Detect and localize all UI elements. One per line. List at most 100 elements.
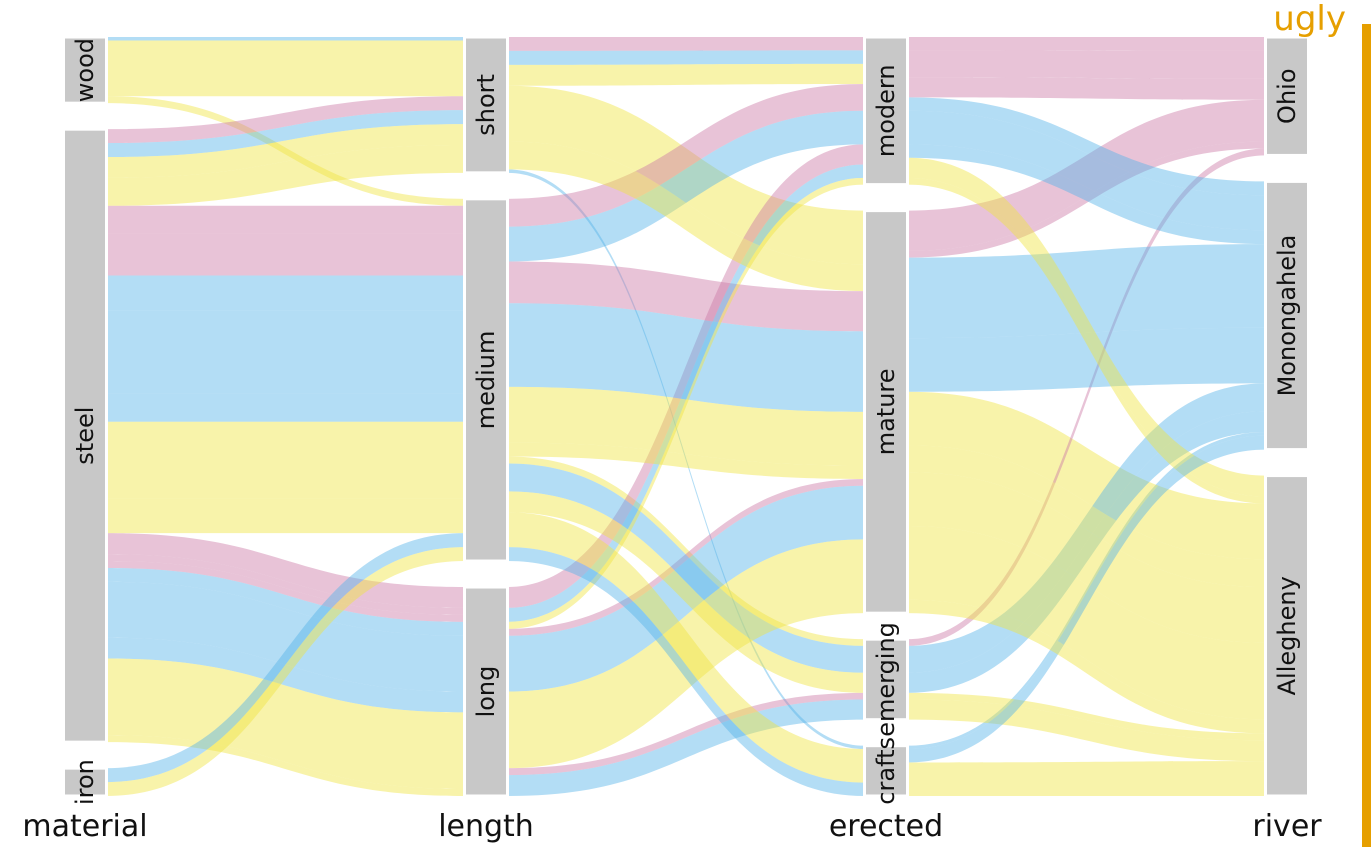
flow-erected-to-river-10 [907, 110, 1266, 231]
stratum-label-wood: wood [71, 38, 99, 102]
flow-length-to-erected-1 [507, 456, 865, 646]
flow-length-to-erected-19 [507, 491, 865, 693]
flow-material-to-length-14 [106, 581, 465, 692]
stratum-length-medium [463, 197, 509, 563]
flow-material-to-length-8 [106, 561, 465, 622]
flow-material-to-length-12 [106, 393, 465, 422]
stratum-label-steel: steel [71, 407, 99, 465]
axis-label-material: material [22, 809, 147, 844]
flow-material-to-length-22 [106, 735, 465, 796]
axis-label-length: length [438, 809, 534, 844]
flow-erected-to-river-14 [907, 327, 1266, 392]
flows-layer [106, 37, 1266, 796]
stratum-label-short: short [472, 74, 500, 136]
flow-length-to-erected-20 [507, 512, 865, 783]
flow-erected-to-river-16 [907, 157, 1266, 497]
stratum-label-long: long [472, 666, 500, 718]
flow-material-to-length-9 [106, 110, 465, 158]
stratum-river-monongahela [1264, 179, 1310, 452]
flow-material-to-length-23 [106, 533, 465, 783]
flow-length-to-erected-3 [507, 37, 865, 51]
plot-tag: ugly [1273, 0, 1346, 39]
flow-erected-to-river-24 [907, 599, 1266, 734]
flow-erected-to-river-7 [907, 141, 1266, 258]
flow-erected-to-river-4 [907, 50, 1266, 79]
flow-erected-to-river-12 [907, 383, 1266, 673]
flow-erected-to-river-20 [907, 761, 1266, 796]
flow-erected-to-river-18 [907, 472, 1266, 643]
accent-bar [1362, 24, 1371, 847]
flow-length-to-erected-14 [507, 485, 865, 692]
flow-material-to-length-20 [106, 498, 465, 534]
flow-material-to-length-6 [106, 533, 465, 608]
flow-length-to-erected-6 [507, 144, 865, 608]
stratum-erected-emerging [863, 637, 909, 722]
stratum-label-ohio: Ohio [1273, 68, 1301, 123]
flow-erected-to-river-23 [907, 435, 1266, 763]
flow-erected-to-river-3 [907, 37, 1266, 51]
flow-erected-to-river-21 [907, 525, 1266, 720]
flow-length-to-erected-15 [507, 699, 865, 796]
stratum-length-long [463, 585, 509, 798]
flow-erected-to-river-0 [907, 432, 1266, 750]
stratum-material-iron [62, 766, 108, 798]
flow-material-to-length-2 [106, 40, 465, 97]
axis-label-river: river [1252, 809, 1322, 844]
flow-length-to-erected-7 [507, 478, 865, 636]
flow-length-to-erected-24 [507, 442, 865, 479]
stratum-label-modern: modern [872, 64, 900, 157]
flow-length-to-erected-9 [507, 50, 865, 65]
flow-erected-to-river-9 [907, 97, 1266, 196]
flow-material-to-length-0 [106, 37, 465, 41]
flow-material-to-length-18 [106, 421, 465, 478]
flow-length-to-erected-13 [507, 164, 865, 622]
stratum-erected-modern [863, 35, 909, 187]
stratum-river-ohio [1264, 35, 1310, 157]
flow-length-to-erected-4 [507, 83, 865, 227]
flow-erected-to-river-17 [907, 445, 1266, 588]
flow-length-to-erected-8 [507, 692, 865, 776]
flow-material-to-length-4 [106, 205, 465, 234]
flow-length-to-erected-11 [507, 303, 865, 412]
flow-material-to-length-17 [106, 144, 465, 206]
flow-material-to-length-21 [106, 658, 465, 790]
stratum-erected-mature [863, 209, 909, 615]
flow-erected-to-river-22 [907, 177, 1266, 504]
stratum-label-allegheny: Allegheny [1273, 576, 1301, 695]
strata-layer: wood steel iron short medium long modern mature… [62, 35, 1310, 805]
flow-erected-to-river-6 [907, 77, 1266, 100]
flow-erected-to-river-13 [907, 144, 1266, 245]
flow-erected-to-river-2 [907, 391, 1266, 560]
flow-erected-to-river-11 [907, 244, 1266, 339]
stratum-length-short [463, 35, 509, 175]
stratum-erected-crafts [863, 744, 909, 798]
flow-material-to-length-15 [106, 637, 465, 713]
flow-material-to-length-5 [106, 233, 465, 276]
stratum-material-steel [62, 127, 108, 744]
flow-erected-to-river-15 [907, 411, 1266, 693]
flow-length-to-erected-2 [507, 85, 865, 265]
flow-length-to-erected-22 [507, 177, 865, 629]
flow-length-to-erected-23 [507, 547, 865, 796]
flow-length-to-erected-17 [507, 141, 865, 292]
flow-length-to-erected-10 [507, 110, 865, 262]
flow-material-to-length-19 [106, 477, 465, 499]
flow-length-to-erected-18 [507, 386, 865, 466]
flow-material-to-length-24 [106, 547, 465, 796]
flow-length-to-erected-21 [507, 539, 865, 769]
flow-length-to-erected-0 [507, 169, 865, 750]
stratum-label-iron: iron [71, 759, 99, 805]
axis-labels-layer: material length erected river [22, 809, 1322, 844]
stratum-label-mature: mature [872, 368, 900, 455]
flow-erected-to-river-19 [907, 699, 1266, 762]
flow-erected-to-river-5 [907, 99, 1266, 251]
stratum-label-medium: medium [472, 331, 500, 430]
axis-label-erected: erected [829, 809, 943, 844]
stratum-label-monongahela: Monongahela [1273, 235, 1301, 397]
flow-erected-to-river-8 [907, 148, 1266, 646]
flow-length-to-erected-12 [507, 463, 865, 673]
flow-erected-to-river-1 [907, 692, 1266, 741]
stratum-label-emerging: emerging [872, 622, 900, 737]
flow-length-to-erected-16 [507, 63, 865, 86]
